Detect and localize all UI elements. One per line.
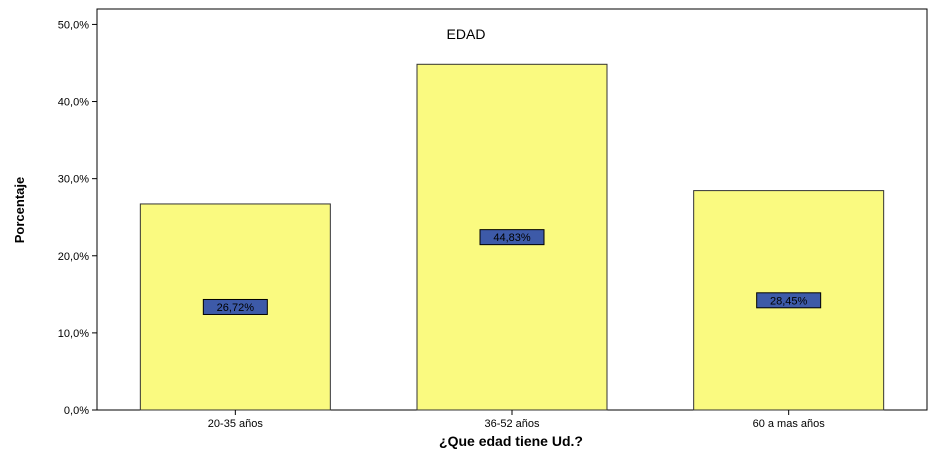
x-tick-label: 36-52 años xyxy=(484,418,540,430)
chart-title: EDAD xyxy=(447,26,486,42)
data-label-box xyxy=(756,292,822,309)
y-axis: 0,0% 10,0% 20,0% 30,0% 40,0% 50,0% xyxy=(58,19,97,417)
y-tick-label: 40,0% xyxy=(58,97,89,109)
data-label: 26,72% xyxy=(217,302,255,314)
data-label: 28,45% xyxy=(770,295,808,307)
y-tick-label: 0,0% xyxy=(64,405,89,417)
data-label-box xyxy=(202,298,268,315)
bars-group: 26,72% 44,83% 28,45% xyxy=(139,63,885,411)
x-tick-label: 20-35 años xyxy=(208,418,264,430)
y-tick-label: 10,0% xyxy=(58,328,89,340)
y-tick-label: 20,0% xyxy=(58,251,89,263)
data-label: 44,83% xyxy=(493,232,531,244)
y-tick-label: 30,0% xyxy=(58,174,89,186)
data-label-box xyxy=(479,229,545,246)
y-axis-label: Porcentaje xyxy=(12,177,27,243)
x-axis: 20-35 años 36-52 años 60 a mas años xyxy=(208,410,825,430)
x-axis-label: ¿Que edad tiene Ud.? xyxy=(439,433,583,449)
x-tick-label: 60 a mas años xyxy=(753,418,826,430)
y-tick-label: 50,0% xyxy=(58,19,89,31)
